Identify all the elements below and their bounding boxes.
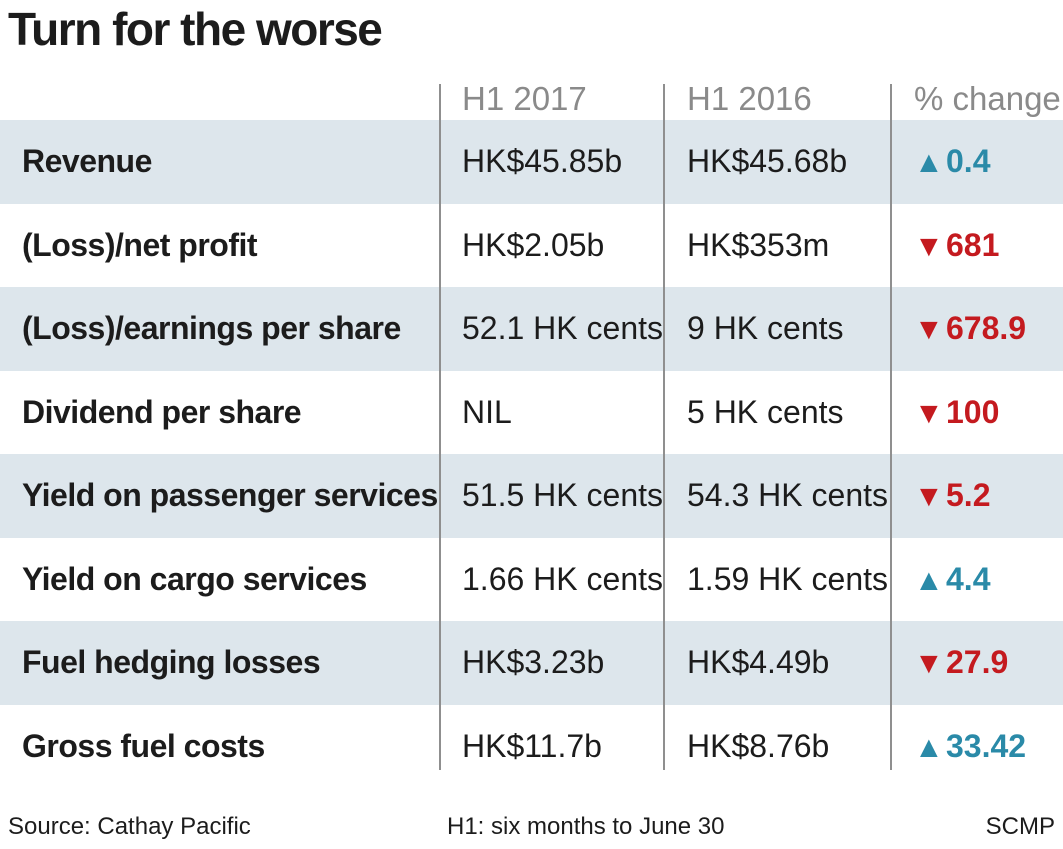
value-h1-2017: 52.1 HK cents [462,310,663,346]
header-row: H1 2017 H1 2016 % change [0,78,1063,120]
percent-change-cell: ▼27.9 [914,621,1008,706]
percent-change-cell: ▼100 [914,371,999,456]
triangle-up-icon: ▲ [914,730,944,764]
percent-change-value: 100 [946,393,1000,430]
column-divider-2 [663,84,665,770]
column-header-h1-2016: H1 2016 [687,80,812,117]
column-divider-3 [890,84,892,770]
value-h1-2017: HK$2.05b [462,226,605,263]
row-label: Yield on passenger services [22,477,438,513]
percent-change-value: 27.9 [946,644,1009,680]
value-h1-2016: 1.59 HK cents [687,560,888,597]
triangle-down-icon: ▼ [914,647,944,680]
value-h1-2016: HK$45.68b [687,143,848,179]
percent-change-value: 5.2 [946,477,991,513]
row-label: (Loss)/earnings per share [22,310,401,346]
percent-change-cell: ▲33.42 [914,705,1026,790]
value-h1-2016: 54.3 HK cents [687,477,888,513]
percent-change-value: 4.4 [946,560,991,597]
table-row: Revenue HK$45.85b HK$45.68b ▲0.4 [0,120,1063,204]
value-h1-2016: HK$4.49b [687,644,830,680]
triangle-up-icon: ▲ [914,563,944,597]
percent-change-cell: ▼678.9 [914,287,1026,372]
row-label: Fuel hedging losses [22,644,321,680]
triangle-down-icon: ▼ [914,480,944,513]
column-header-percent-change: % change [914,80,1061,117]
value-h1-2017: HK$45.85b [462,143,623,179]
value-h1-2016: 9 HK cents [687,310,844,346]
percent-change-cell: ▲0.4 [914,120,990,205]
value-h1-2017: HK$11.7b [462,727,602,764]
source-note: Source: Cathay Pacific [8,813,251,840]
data-table: H1 2017 H1 2016 % change Revenue HK$45.85… [0,78,1063,788]
value-h1-2016: HK$353m [687,226,830,263]
triangle-down-icon: ▼ [914,313,944,346]
h1-definition-note: H1: six months to June 30 [447,813,725,840]
triangle-down-icon: ▼ [914,229,944,263]
table-row: Yield on cargo services 1.66 HK cents 1.59… [0,538,1063,622]
percent-change-cell: ▼5.2 [914,454,990,539]
table-row: Fuel hedging losses HK$3.23b HK$4.49b ▼27.9 [0,621,1063,705]
percent-change-value: 681 [946,226,1000,263]
value-h1-2017: HK$3.23b [462,644,605,680]
triangle-up-icon: ▲ [914,146,944,179]
value-h1-2016: HK$8.76b [687,727,830,764]
chart-title: Turn for the worse [8,3,383,55]
value-h1-2017: 1.66 HK cents [462,560,663,597]
percent-change-value: 33.42 [946,727,1027,764]
percent-change-cell: ▲4.4 [914,538,990,623]
value-h1-2017: NIL [462,393,512,430]
column-header-h1-2017: H1 2017 [462,80,587,117]
value-h1-2016: 5 HK cents [687,393,844,430]
row-label: Yield on cargo services [22,560,367,597]
table-row: Gross fuel costs HK$11.7b HK$8.76b ▲33.42 [0,705,1063,789]
table-row: (Loss)/net profit HK$2.05b HK$353m ▼681 [0,204,1063,288]
value-h1-2017: 51.5 HK cents [462,477,663,513]
column-divider-1 [439,84,441,770]
table-row: (Loss)/earnings per share 52.1 HK cents 9 … [0,287,1063,371]
percent-change-value: 0.4 [946,143,991,179]
table-body: Revenue HK$45.85b HK$45.68b ▲0.4 (Loss)/net … [0,120,1063,788]
table-row: Dividend per share NIL 5 HK cents ▼100 [0,371,1063,455]
row-label: Dividend per share [22,393,302,430]
credit-label: SCMP [985,813,1055,840]
triangle-down-icon: ▼ [914,396,944,430]
percent-change-cell: ▼681 [914,204,999,289]
row-label: (Loss)/net profit [22,226,258,263]
table-row: Yield on passenger services 51.5 HK cents… [0,454,1063,538]
row-label: Gross fuel costs [22,727,265,764]
percent-change-value: 678.9 [946,310,1027,346]
row-label: Revenue [22,143,152,179]
